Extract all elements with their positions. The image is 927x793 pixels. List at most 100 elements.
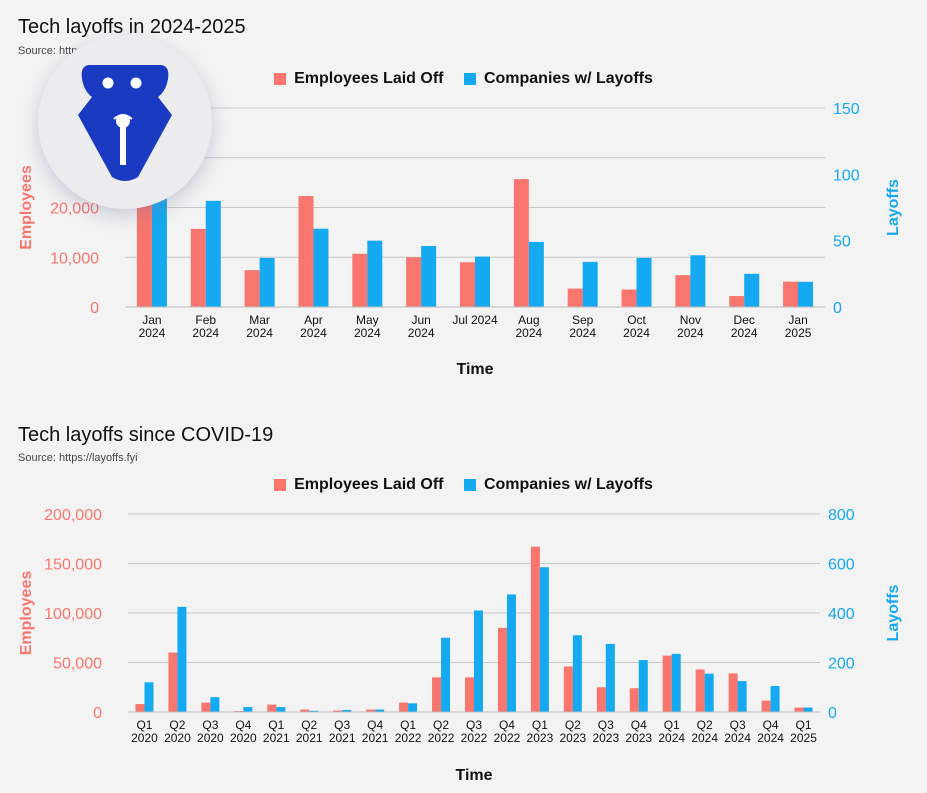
x-tick-label: Nov: [680, 313, 701, 327]
y-left-tick-label: 10,000: [50, 250, 99, 267]
bar-employees: [201, 702, 211, 712]
x-tick-label-year: 2022: [428, 731, 455, 745]
y-left-axis-title: Employees: [18, 165, 35, 250]
legend-companies[interactable]: Companies w/ Layoffs: [463, 70, 653, 88]
bar-companies: [737, 681, 747, 712]
bar-employees: [761, 700, 771, 712]
y-left-tick-label: 200,000: [44, 507, 102, 524]
x-tick-label-year: 2020: [164, 731, 191, 745]
bar-employees: [497, 627, 507, 712]
y-right-tick-label: 100: [833, 167, 860, 184]
bar-employees: [366, 709, 376, 712]
bar-employees: [432, 677, 442, 712]
y-right-tick-label: 0: [828, 705, 837, 722]
legend-companies[interactable]: Companies w/ Layoffs: [463, 476, 653, 494]
chart-legend[interactable]: Employees Laid Off Companies w/ Layoffs: [0, 70, 927, 90]
bar-companies: [671, 653, 681, 712]
x-tick-label: Q4: [631, 718, 647, 732]
bar-companies: [309, 710, 319, 712]
chart-source: Source: https://layoffs.fyi: [18, 452, 138, 464]
bar-companies: [177, 606, 187, 712]
y-left-tick-label: 100,000: [44, 606, 102, 623]
legend-employees[interactable]: Employees Laid Off: [274, 476, 444, 494]
x-axis-title: Time: [455, 767, 492, 784]
bar-companies: [367, 240, 383, 307]
x-tick-label: Apr: [304, 313, 323, 327]
bar-companies: [770, 686, 780, 712]
chart-since-covid: Tech layoffs since COVID-19 Source: http…: [0, 406, 927, 793]
x-tick-label: Q3: [334, 718, 350, 732]
bar-companies: [506, 594, 516, 712]
x-tick-label-year: 2025: [785, 326, 812, 340]
x-tick-label-year: 2020: [230, 731, 257, 745]
x-tick-label: Q2: [697, 718, 713, 732]
x-tick-label-year: 2023: [560, 731, 587, 745]
bar-companies: [474, 610, 483, 712]
y-right-tick-label: 600: [828, 557, 855, 574]
bar-companies: [803, 707, 813, 712]
legend-employees-label: Employees Laid Off: [294, 476, 444, 493]
x-tick-label-year: 2025: [790, 731, 817, 745]
bar-companies: [475, 256, 490, 307]
x-tick-label-year: 2024: [354, 326, 381, 340]
bar-companies: [205, 200, 221, 307]
chart-title: Tech layoffs in 2024-2025: [18, 16, 246, 38]
legend-companies-swatch: [463, 479, 476, 491]
y-right-tick-label: 0: [833, 300, 842, 317]
bar-companies: [375, 709, 385, 712]
x-tick-label: May: [356, 313, 379, 327]
bar-employees: [729, 296, 745, 307]
logo-badge: [38, 35, 212, 209]
x-tick-label-year: 2024: [569, 326, 596, 340]
x-tick-label-year: 2020: [197, 731, 224, 745]
bar-companies: [421, 245, 437, 307]
chart-legend[interactable]: Employees Laid Off Companies w/ Layoffs: [0, 476, 927, 496]
bar-companies: [690, 255, 706, 307]
x-tick-label-year: 2024: [658, 731, 685, 745]
legend-employees[interactable]: Employees Laid Off: [274, 70, 444, 88]
x-tick-label-year: 2022: [494, 731, 521, 745]
x-tick-label: Feb: [195, 313, 216, 327]
bar-companies: [144, 682, 154, 712]
y-left-axis-title: Employees: [18, 571, 35, 656]
bar-employees: [465, 677, 474, 712]
x-tick-label-year: 2024: [300, 326, 327, 340]
x-tick-label-year: 2024: [757, 731, 784, 745]
bar-employees: [135, 704, 145, 712]
bar-employees: [695, 669, 705, 712]
x-tick-label: Mar: [249, 313, 270, 327]
x-tick-label: Q2: [565, 718, 581, 732]
bar-companies: [210, 697, 220, 712]
y-right-tick-label: 50: [833, 234, 851, 251]
x-tick-label: Q2: [301, 718, 317, 732]
bar-employees: [352, 253, 368, 307]
x-tick-label-year: 2020: [131, 731, 158, 745]
legend-employees-label: Employees Laid Off: [294, 70, 444, 87]
bar-employees: [621, 289, 637, 307]
y-right-axis-title: Layoffs: [885, 179, 902, 236]
x-tick-label-year: 2024: [139, 326, 166, 340]
y-right-axis-title: Layoffs: [885, 584, 902, 641]
x-tick-label: Jul 2024: [452, 313, 498, 327]
legend-companies-label: Companies w/ Layoffs: [483, 70, 653, 87]
x-tick-label: Dec: [734, 313, 755, 327]
y-left-tick-label: 20,000: [50, 201, 99, 218]
x-tick-label-year: 2024: [623, 326, 650, 340]
bar-companies: [582, 261, 598, 307]
x-tick-label: Q2: [433, 718, 449, 732]
bar-employees: [530, 546, 540, 712]
plot-area: 0 50,000 100,000 150,000 200,000 0 200 400 600 80…: [18, 507, 902, 784]
x-tick-label: Q3: [466, 718, 482, 732]
x-tick-label: Q1: [268, 718, 284, 732]
bar-employees: [596, 687, 606, 712]
legend-employees-swatch: [274, 73, 287, 85]
x-tick-label: Q4: [763, 718, 779, 732]
bar-employees: [629, 688, 639, 712]
bar-employees: [267, 704, 277, 712]
x-tick-label: Q2: [169, 718, 185, 732]
x-tick-label: Q4: [499, 718, 515, 732]
bar-employees: [406, 257, 422, 307]
x-tick-label: Jun: [411, 313, 430, 327]
x-tick-label-year: 2023: [592, 731, 619, 745]
bar-employees: [567, 288, 583, 307]
